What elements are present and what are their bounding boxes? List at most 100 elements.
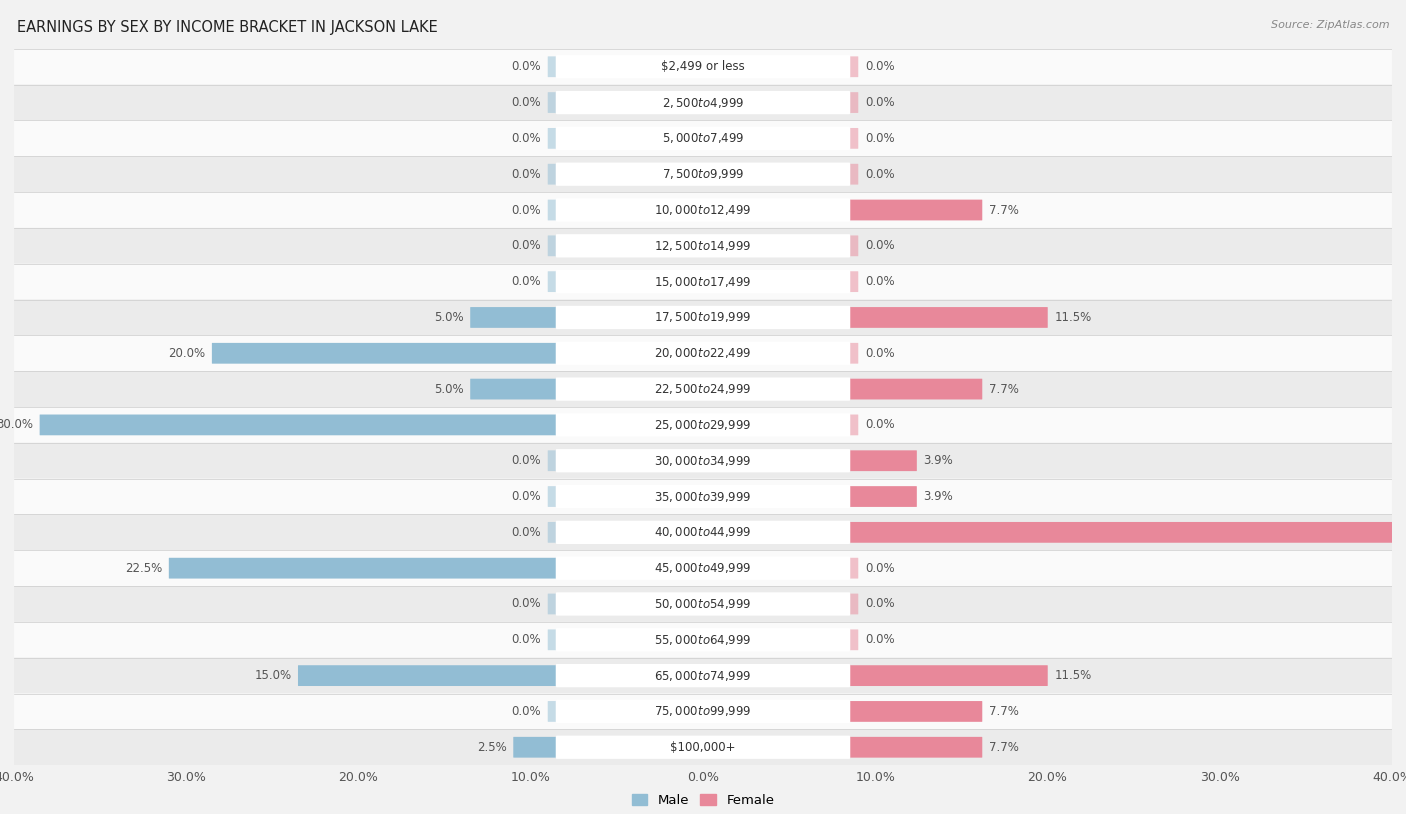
FancyBboxPatch shape — [14, 264, 1392, 300]
FancyBboxPatch shape — [14, 300, 1392, 335]
FancyBboxPatch shape — [14, 694, 1392, 729]
Text: $7,500 to $9,999: $7,500 to $9,999 — [662, 167, 744, 182]
Text: $30,000 to $34,999: $30,000 to $34,999 — [654, 453, 752, 468]
FancyBboxPatch shape — [14, 49, 1392, 85]
FancyBboxPatch shape — [555, 199, 851, 221]
FancyBboxPatch shape — [14, 443, 1392, 479]
FancyBboxPatch shape — [849, 629, 858, 650]
FancyBboxPatch shape — [470, 307, 557, 328]
FancyBboxPatch shape — [555, 521, 851, 544]
FancyBboxPatch shape — [14, 550, 1392, 586]
FancyBboxPatch shape — [849, 343, 858, 364]
Text: 20.0%: 20.0% — [169, 347, 205, 360]
Text: 0.0%: 0.0% — [512, 60, 541, 73]
Text: 0.0%: 0.0% — [512, 705, 541, 718]
Text: $5,000 to $7,499: $5,000 to $7,499 — [662, 131, 744, 146]
FancyBboxPatch shape — [849, 235, 858, 256]
FancyBboxPatch shape — [548, 593, 557, 615]
FancyBboxPatch shape — [298, 665, 557, 686]
Text: 0.0%: 0.0% — [865, 275, 894, 288]
Text: 0.0%: 0.0% — [865, 562, 894, 575]
FancyBboxPatch shape — [470, 379, 557, 400]
Text: 7.7%: 7.7% — [988, 204, 1019, 217]
FancyBboxPatch shape — [14, 514, 1392, 550]
FancyBboxPatch shape — [849, 56, 858, 77]
FancyBboxPatch shape — [548, 92, 557, 113]
FancyBboxPatch shape — [14, 371, 1392, 407]
FancyBboxPatch shape — [555, 306, 851, 329]
FancyBboxPatch shape — [849, 450, 917, 471]
FancyBboxPatch shape — [849, 92, 858, 113]
FancyBboxPatch shape — [14, 85, 1392, 120]
FancyBboxPatch shape — [849, 379, 983, 400]
Text: 0.0%: 0.0% — [512, 597, 541, 610]
Text: 0.0%: 0.0% — [865, 168, 894, 181]
FancyBboxPatch shape — [39, 414, 557, 435]
FancyBboxPatch shape — [212, 343, 557, 364]
Text: 0.0%: 0.0% — [512, 204, 541, 217]
FancyBboxPatch shape — [14, 658, 1392, 694]
FancyBboxPatch shape — [849, 307, 1047, 328]
FancyBboxPatch shape — [849, 522, 1406, 543]
FancyBboxPatch shape — [548, 701, 557, 722]
FancyBboxPatch shape — [555, 91, 851, 114]
FancyBboxPatch shape — [555, 485, 851, 508]
Text: $50,000 to $54,999: $50,000 to $54,999 — [654, 597, 752, 611]
FancyBboxPatch shape — [14, 479, 1392, 514]
Text: 5.0%: 5.0% — [434, 311, 464, 324]
FancyBboxPatch shape — [513, 737, 557, 758]
Text: 5.0%: 5.0% — [434, 383, 464, 396]
Text: 7.7%: 7.7% — [988, 383, 1019, 396]
FancyBboxPatch shape — [555, 234, 851, 257]
Text: $35,000 to $39,999: $35,000 to $39,999 — [654, 489, 752, 504]
Text: 0.0%: 0.0% — [512, 96, 541, 109]
FancyBboxPatch shape — [555, 736, 851, 759]
Text: $75,000 to $99,999: $75,000 to $99,999 — [654, 704, 752, 719]
Text: 11.5%: 11.5% — [1054, 669, 1091, 682]
FancyBboxPatch shape — [555, 449, 851, 472]
FancyBboxPatch shape — [555, 270, 851, 293]
Legend: Male, Female: Male, Female — [626, 789, 780, 812]
Text: EARNINGS BY SEX BY INCOME BRACKET IN JACKSON LAKE: EARNINGS BY SEX BY INCOME BRACKET IN JAC… — [17, 20, 437, 35]
Text: Source: ZipAtlas.com: Source: ZipAtlas.com — [1271, 20, 1389, 30]
Text: $22,500 to $24,999: $22,500 to $24,999 — [654, 382, 752, 396]
FancyBboxPatch shape — [849, 164, 858, 185]
FancyBboxPatch shape — [548, 629, 557, 650]
FancyBboxPatch shape — [14, 120, 1392, 156]
Text: 3.9%: 3.9% — [924, 454, 953, 467]
Text: 0.0%: 0.0% — [512, 454, 541, 467]
FancyBboxPatch shape — [14, 228, 1392, 264]
FancyBboxPatch shape — [849, 271, 858, 292]
Text: $100,000+: $100,000+ — [671, 741, 735, 754]
Text: 0.0%: 0.0% — [512, 633, 541, 646]
Text: $2,499 or less: $2,499 or less — [661, 60, 745, 73]
FancyBboxPatch shape — [555, 700, 851, 723]
FancyBboxPatch shape — [14, 156, 1392, 192]
FancyBboxPatch shape — [548, 271, 557, 292]
FancyBboxPatch shape — [14, 729, 1392, 765]
Text: 0.0%: 0.0% — [865, 60, 894, 73]
FancyBboxPatch shape — [555, 557, 851, 580]
FancyBboxPatch shape — [849, 665, 1047, 686]
FancyBboxPatch shape — [555, 163, 851, 186]
Text: $12,500 to $14,999: $12,500 to $14,999 — [654, 239, 752, 253]
Text: 22.5%: 22.5% — [125, 562, 162, 575]
Text: 2.5%: 2.5% — [477, 741, 506, 754]
Text: $55,000 to $64,999: $55,000 to $64,999 — [654, 632, 752, 647]
Text: $2,500 to $4,999: $2,500 to $4,999 — [662, 95, 744, 110]
Text: 7.7%: 7.7% — [988, 705, 1019, 718]
Text: $25,000 to $29,999: $25,000 to $29,999 — [654, 418, 752, 432]
Text: 0.0%: 0.0% — [512, 168, 541, 181]
Text: 0.0%: 0.0% — [865, 132, 894, 145]
Text: 0.0%: 0.0% — [865, 96, 894, 109]
Text: 0.0%: 0.0% — [865, 597, 894, 610]
FancyBboxPatch shape — [555, 342, 851, 365]
FancyBboxPatch shape — [548, 450, 557, 471]
FancyBboxPatch shape — [14, 192, 1392, 228]
FancyBboxPatch shape — [14, 335, 1392, 371]
FancyBboxPatch shape — [849, 558, 858, 579]
Text: 7.7%: 7.7% — [988, 741, 1019, 754]
FancyBboxPatch shape — [169, 558, 557, 579]
Text: $45,000 to $49,999: $45,000 to $49,999 — [654, 561, 752, 575]
FancyBboxPatch shape — [849, 486, 917, 507]
